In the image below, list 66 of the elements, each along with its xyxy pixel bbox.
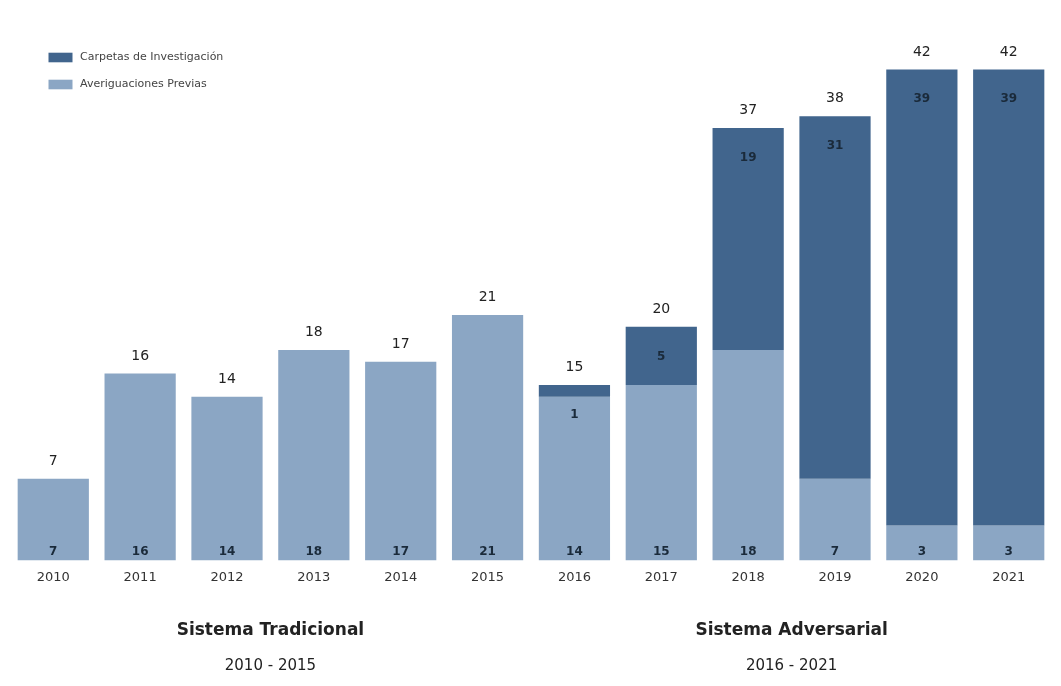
bar <box>973 525 1045 561</box>
bar <box>538 396 611 561</box>
x-tick-label: 2017 <box>644 568 678 584</box>
text: Sistema Tradicional <box>176 618 365 639</box>
bar <box>712 127 784 351</box>
x-tick-label: 2012 <box>210 568 244 584</box>
bar <box>451 314 524 561</box>
total-label: 7 <box>48 451 58 468</box>
text: Sistema Adversarial <box>695 618 888 639</box>
bar <box>538 385 611 397</box>
bar <box>625 385 697 561</box>
text: 2010 - 2015 <box>224 655 317 674</box>
bar <box>625 326 697 386</box>
x-tick-label: 2010 <box>36 568 70 584</box>
data-label: 21 <box>479 544 496 558</box>
total-label: 42 <box>999 42 1018 59</box>
data-label: 14 <box>218 544 236 558</box>
total-label: 21 <box>478 288 497 305</box>
data-label: 18 <box>739 544 757 558</box>
data-label: 14 <box>566 544 583 558</box>
data-label: 19 <box>739 149 757 164</box>
x-tick-label: 2011 <box>123 568 157 584</box>
bar <box>17 478 89 561</box>
data-label: 7 <box>49 544 58 558</box>
x-tick-label: 2016 <box>557 568 591 584</box>
total-label: 20 <box>652 299 671 316</box>
bar <box>104 373 176 561</box>
bar <box>799 478 871 561</box>
x-tick-label: 2019 <box>818 568 852 584</box>
bar <box>886 525 958 561</box>
bar <box>278 350 350 561</box>
x-tick-label: 2014 <box>384 568 418 584</box>
data-label: 39 <box>1000 91 1018 106</box>
data-label: 1 <box>570 407 579 422</box>
x-tick-label: 2015 <box>471 568 505 584</box>
data-label: 5 <box>657 348 666 363</box>
data-label: 17 <box>392 544 410 558</box>
x-tick-label: 2020 <box>905 568 939 584</box>
text: 2016 - 2021 <box>745 655 838 674</box>
x-tick-label: 2021 <box>992 568 1026 584</box>
data-label: 16 <box>131 544 149 558</box>
legend-label: Averiguaciones Previas <box>80 77 207 90</box>
bar <box>799 116 871 479</box>
total-label: 18 <box>304 323 323 340</box>
data-label: 18 <box>305 544 323 558</box>
total-label: 16 <box>131 346 150 363</box>
data-label: 7 <box>830 544 840 558</box>
data-label: 31 <box>826 138 844 153</box>
total-label: 38 <box>826 89 844 106</box>
data-label: 3 <box>1004 544 1013 558</box>
data-label: 15 <box>652 544 670 558</box>
bar <box>365 361 437 561</box>
bar <box>886 69 958 526</box>
bar <box>191 396 263 561</box>
total-label: 14 <box>218 370 236 387</box>
total-label: 15 <box>565 358 584 375</box>
legend-label: Carpetas de Investigación <box>80 50 224 63</box>
total-label: 17 <box>391 334 410 351</box>
bar <box>712 350 784 561</box>
x-tick-label: 2013 <box>297 568 331 584</box>
data-label: 3 <box>917 544 927 558</box>
bar <box>973 69 1045 526</box>
total-label: 37 <box>739 101 758 118</box>
x-tick-label: 2018 <box>731 568 765 584</box>
data-label: 39 <box>913 91 931 106</box>
total-label: 42 <box>912 42 931 59</box>
